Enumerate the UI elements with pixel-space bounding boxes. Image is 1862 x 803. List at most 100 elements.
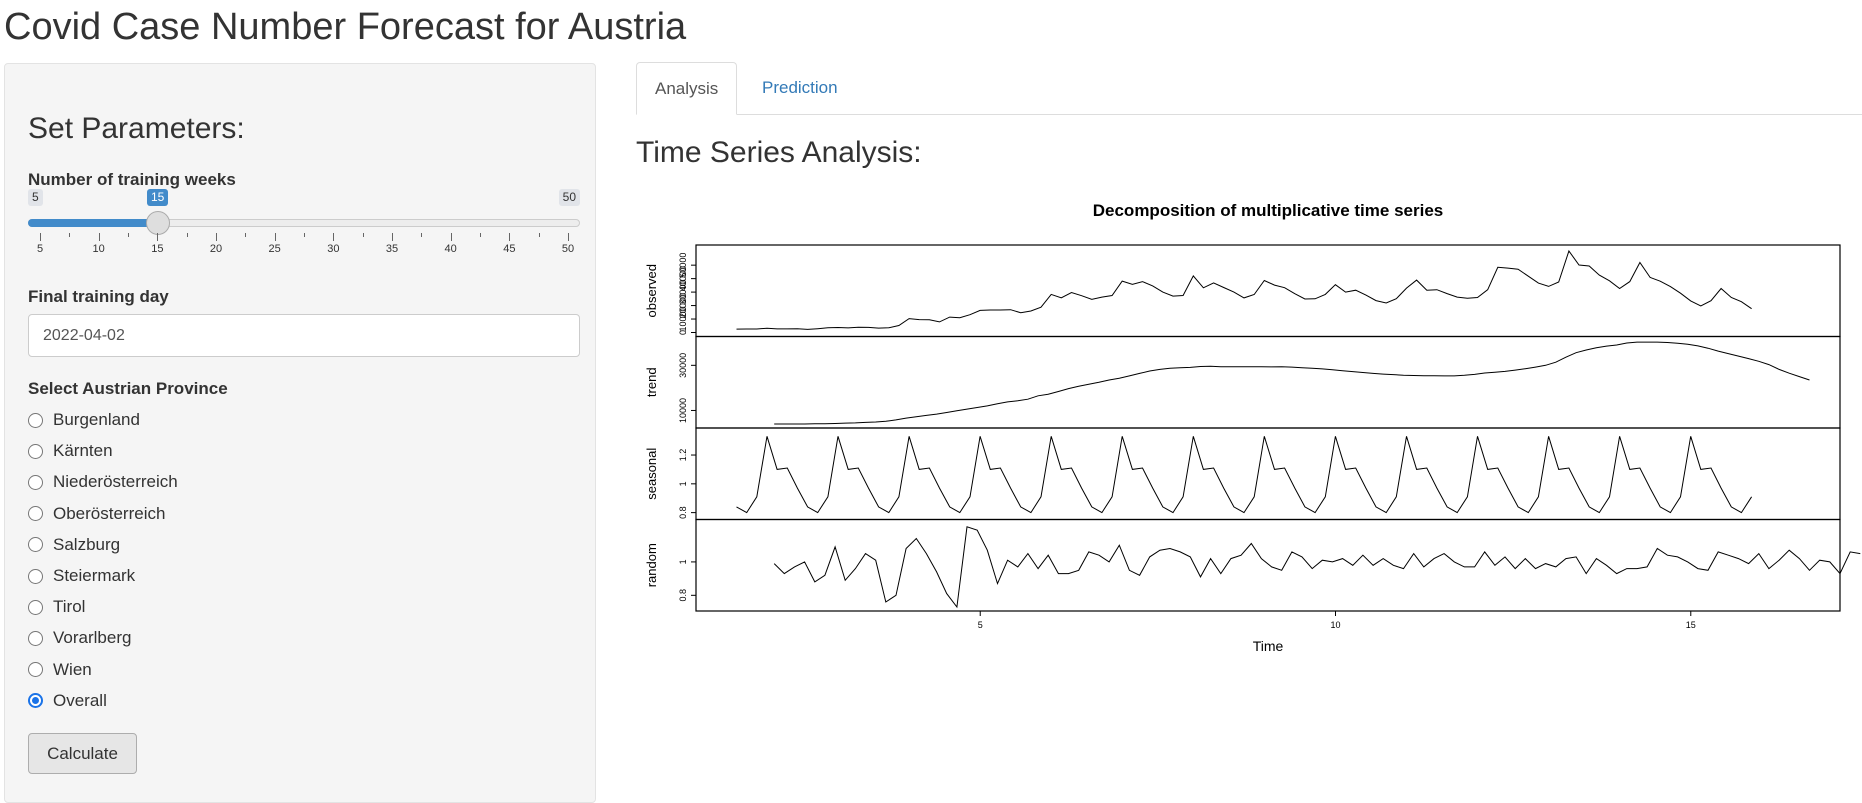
province-option-label: Vorarlberg xyxy=(53,628,132,648)
radio-button[interactable] xyxy=(28,630,43,646)
radio-button[interactable] xyxy=(28,599,43,615)
slider-tick xyxy=(450,233,452,241)
slider-fill xyxy=(28,219,156,227)
slider-tick xyxy=(509,233,511,241)
y-tick-label: 30000 xyxy=(678,353,688,378)
slider-tick xyxy=(40,233,41,241)
radio-button[interactable] xyxy=(28,412,43,428)
x-axis-label: Time xyxy=(1253,638,1284,654)
y-tick-label: 10000 xyxy=(678,307,688,332)
slider-tick xyxy=(333,233,335,241)
province-option-label: Niederösterreich xyxy=(53,472,178,492)
panel-frame xyxy=(695,427,1841,521)
slider-grid-label: 25 xyxy=(268,243,281,255)
slider-tick xyxy=(69,233,71,237)
radio-button[interactable] xyxy=(28,443,43,459)
province-option-label: Oberösterreich xyxy=(53,503,166,523)
province-option[interactable]: Burgenland xyxy=(28,409,140,431)
slider-tick xyxy=(216,233,217,241)
slider-grid-label: 15 xyxy=(151,243,164,255)
tab-analysis[interactable]: Analysis xyxy=(636,62,738,115)
y-tick-label: 10000 xyxy=(678,398,688,423)
training-weeks-label: Number of training weeks xyxy=(28,170,236,189)
radio-button[interactable] xyxy=(28,662,43,678)
slider-grid-label: 20 xyxy=(209,243,223,255)
panel-label: random xyxy=(644,543,659,587)
slider-grid-label: 40 xyxy=(444,243,457,255)
slider-tick xyxy=(480,233,481,237)
province-option[interactable]: Salzburg xyxy=(28,534,120,556)
training-weeks-slider[interactable]: 5 50 15 5 10 15 20 25 30 35 40 45 50 xyxy=(28,189,580,259)
province-option[interactable]: Kärnten xyxy=(28,440,113,462)
province-option[interactable]: Tirol xyxy=(28,596,85,618)
chart-title: Decomposition of multiplicative time ser… xyxy=(1093,201,1443,220)
slider-handle[interactable] xyxy=(146,211,170,235)
panel-frame xyxy=(695,335,1841,429)
slider-value-label: 15 xyxy=(147,189,169,206)
province-option-label: Wien xyxy=(53,659,92,679)
y-tick-label: 30000 xyxy=(678,280,688,305)
province-option-label: Steiermark xyxy=(53,566,136,585)
slider-tick xyxy=(245,233,247,237)
province-option[interactable]: Overall xyxy=(28,690,107,712)
province-option[interactable]: Vorarlberg xyxy=(28,627,131,649)
final-training-day-input[interactable]: 2022-04-02 xyxy=(28,314,580,357)
province-option-label: Salzburg xyxy=(53,534,121,554)
sidebar-panel: Set Parameters: Number of training weeks… xyxy=(4,63,596,803)
y-tick-label: 1.2 xyxy=(678,449,688,462)
slider-tick xyxy=(128,233,129,237)
province-option[interactable]: Oberösterreich xyxy=(28,503,165,525)
panel-frame xyxy=(695,244,1841,338)
y-tick-label: 0.8 xyxy=(678,506,688,519)
radio-button[interactable] xyxy=(28,506,43,522)
y-tick-label: 0 xyxy=(678,330,688,335)
tab-prediction[interactable]: Prediction xyxy=(762,78,838,97)
panel-label: seasonal xyxy=(644,448,659,500)
slider-tick xyxy=(392,233,393,241)
series-line xyxy=(773,526,1861,609)
slider-tick xyxy=(304,233,305,237)
province-label: Select Austrian Province xyxy=(28,379,228,398)
series-line xyxy=(736,249,1752,330)
y-tick-label: 50000 xyxy=(678,253,688,278)
tab-bar: Analysis Prediction xyxy=(636,62,1862,115)
slider-tick xyxy=(362,233,364,237)
slider-tick xyxy=(98,233,100,241)
panel-label: trend xyxy=(644,367,659,397)
y-tick-label: 40000 xyxy=(678,266,688,291)
slider-grid-label: 50 xyxy=(561,243,575,255)
slider-tick xyxy=(568,233,569,241)
calculate-button[interactable]: Calculate xyxy=(28,733,137,774)
slider-tick xyxy=(186,233,188,237)
final-day-label: Final training day xyxy=(28,287,169,306)
province-option[interactable]: Niederösterreich xyxy=(28,471,178,493)
slider-tick xyxy=(538,233,540,237)
slider-min-label: 5 xyxy=(28,189,43,206)
y-tick-label: 0.8 xyxy=(678,589,688,602)
radio-button[interactable] xyxy=(28,693,43,709)
sidebar-heading: Set Parameters: xyxy=(28,112,245,145)
province-option[interactable]: Steiermark xyxy=(28,565,135,587)
panel-frame xyxy=(695,518,1841,612)
y-tick-label: 1 xyxy=(678,481,688,486)
radio-button[interactable] xyxy=(28,474,43,490)
province-option-label: Burgenland xyxy=(53,410,140,429)
radio-button[interactable] xyxy=(28,537,43,553)
x-tick-label: 5 xyxy=(978,620,983,630)
slider-grid-label: 5 xyxy=(36,243,44,255)
slider-grid-label: 10 xyxy=(92,243,105,255)
radio-button[interactable] xyxy=(28,568,43,584)
slider-grid-label: 30 xyxy=(327,243,340,255)
province-option-label: Overall xyxy=(53,690,107,710)
x-tick-label: 15 xyxy=(1686,620,1696,630)
y-tick-label: 20000 xyxy=(678,293,688,318)
slider-grid-label: 35 xyxy=(385,243,399,255)
province-option-label: Kärnten xyxy=(53,441,113,461)
slider-tick xyxy=(274,233,276,241)
slider-max-label: 50 xyxy=(558,189,580,206)
series-line xyxy=(774,341,1810,425)
page-title: Covid Case Number Forecast for Austria xyxy=(4,6,687,48)
slider-tick xyxy=(157,233,159,241)
decomposition-chart: Decomposition of multiplicative time ser… xyxy=(644,201,1861,654)
province-option[interactable]: Wien xyxy=(28,659,92,681)
